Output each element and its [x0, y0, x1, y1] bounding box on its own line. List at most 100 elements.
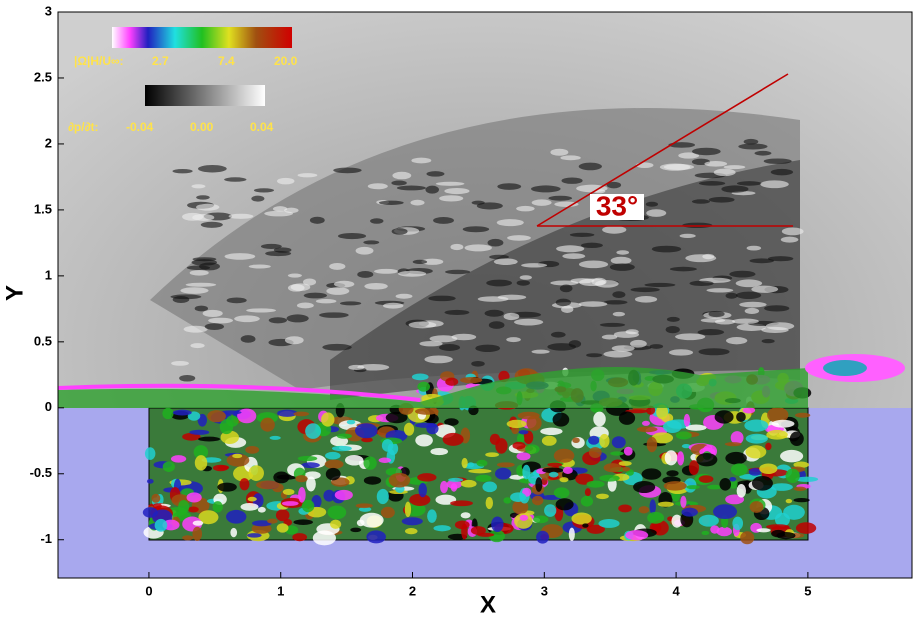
wave-streak	[254, 188, 274, 192]
wave-streak	[251, 196, 264, 202]
wave-streak	[579, 301, 608, 307]
wave-streak	[261, 244, 282, 249]
vortex-blob	[389, 473, 411, 488]
vortex-blob	[765, 443, 771, 450]
vortex-blob	[381, 507, 395, 518]
vortex-blob	[677, 451, 684, 465]
vortex-blob	[520, 515, 528, 521]
vortex-blob	[258, 507, 266, 513]
wave-streak	[736, 292, 761, 299]
wave-streak	[704, 161, 727, 167]
wave-streak	[556, 299, 571, 307]
colorbar-label: ∂p/∂t:	[68, 120, 99, 134]
x-tick-label: 1	[277, 583, 284, 598]
vortex-blob	[163, 461, 175, 472]
vortex-blob	[746, 434, 768, 444]
wave-streak	[497, 183, 521, 190]
vortex-blob	[536, 531, 549, 544]
vortex-blob	[249, 465, 264, 481]
y-tick-label: 3	[45, 3, 52, 18]
vortex-blob	[725, 442, 742, 446]
wave-streak	[760, 180, 788, 188]
vortex-blob	[207, 410, 226, 422]
wave-streak	[561, 306, 573, 313]
wave-streak	[680, 234, 696, 238]
wave-streak	[635, 296, 657, 303]
vortex-blob	[527, 415, 542, 430]
wave-streak	[547, 343, 576, 351]
vortex-blob	[750, 501, 764, 513]
wave-streak	[729, 271, 755, 278]
vortex-blob	[273, 471, 289, 483]
wave-streak	[436, 182, 465, 186]
vortex-blob	[664, 481, 687, 491]
wave-streak	[192, 214, 214, 221]
vortex-blob	[510, 492, 526, 502]
vortex-blob	[532, 496, 543, 506]
vortex-blob	[756, 528, 770, 532]
annotation: 33°	[596, 190, 638, 221]
wave-streak	[364, 283, 387, 290]
wave-streak	[579, 261, 608, 269]
wave-streak	[444, 310, 469, 315]
wave-streak	[591, 278, 606, 286]
vortex-blob	[213, 501, 223, 512]
wave-streak	[374, 269, 398, 274]
vortex-blob	[766, 430, 788, 440]
wave-streak	[379, 201, 404, 205]
wave-streak	[227, 297, 247, 303]
wave-streak	[666, 326, 680, 333]
vortex-blob	[357, 520, 365, 527]
vortex-blob	[335, 490, 353, 500]
wave-streak	[613, 312, 625, 316]
vortex-blob	[192, 527, 202, 541]
vortex-blob	[794, 487, 806, 492]
vortex-blob	[173, 410, 192, 416]
wave-streak	[751, 286, 778, 293]
wave-streak	[504, 313, 520, 320]
vortex-blob	[486, 497, 493, 509]
wave-streak	[489, 321, 505, 329]
vortex-blob	[232, 454, 242, 458]
wave-streak	[532, 199, 552, 205]
wave-streak	[288, 273, 302, 277]
x-tick-label: 2	[409, 583, 416, 598]
vortex-blob	[743, 407, 755, 413]
wave-streak	[532, 350, 550, 354]
vortex-blob	[686, 485, 700, 489]
wave-streak	[426, 171, 444, 176]
wave-streak	[298, 173, 318, 177]
vortex-blob	[512, 442, 525, 450]
vortex-blob	[559, 477, 568, 482]
wave-streak	[392, 172, 411, 180]
vortex-blob	[418, 483, 427, 497]
vortex-blob	[145, 447, 155, 460]
wave-streak	[517, 280, 530, 285]
vortex-blob	[147, 479, 154, 484]
wave-streak	[411, 158, 431, 164]
vortex-blob	[356, 503, 373, 508]
vortex-blob	[325, 460, 344, 469]
vortex-blob	[382, 439, 393, 452]
y-tick-label: 2.5	[34, 69, 52, 84]
vortex-blob	[377, 489, 389, 504]
vortex-blob	[604, 463, 622, 472]
wave-streak	[234, 315, 260, 322]
wave-streak	[338, 233, 366, 239]
vortex-blob	[740, 531, 754, 544]
vortex-blob	[736, 412, 746, 422]
vortex-blob	[188, 506, 199, 512]
vortex-blob	[713, 504, 737, 519]
wave-streak	[391, 180, 406, 185]
vortex-blob	[624, 447, 633, 456]
wave-streak	[650, 344, 663, 349]
colorbar-tick: -0.04	[126, 120, 154, 134]
wave-streak	[291, 283, 311, 291]
vortex-blob	[409, 494, 430, 506]
vortex-blob	[485, 452, 499, 457]
colorbar-tick: 0.04	[250, 120, 274, 134]
wave-streak	[190, 270, 209, 276]
vortex-blob	[230, 528, 237, 537]
vortex-blob	[461, 480, 477, 488]
wave-streak	[611, 257, 632, 264]
